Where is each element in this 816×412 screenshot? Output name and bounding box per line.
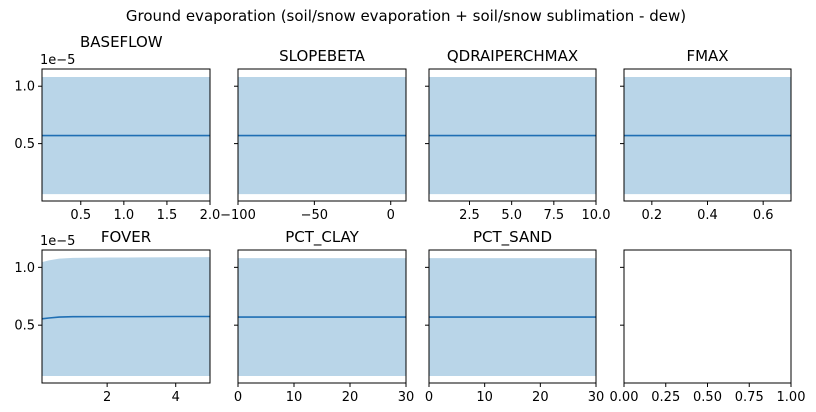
x-tick-label: 2.0 — [200, 208, 221, 223]
x-tick-label: 0 — [234, 390, 242, 405]
subplot-title: BASEFLOW — [80, 33, 163, 51]
axes-frame — [237, 249, 407, 384]
axes-frame — [428, 68, 597, 202]
axes-frame — [428, 249, 597, 384]
x-tick-label: −100 — [220, 208, 256, 223]
axes-frame — [41, 68, 211, 202]
subplot-8: 0.00 0.25 0.50 0.75 1.00 — [610, 249, 806, 405]
x-tick-label: 0.25 — [651, 390, 680, 405]
x-tick-label: 5.0 — [501, 208, 522, 223]
axes-frame — [41, 249, 211, 384]
subplot-6: 0 10 20 30 PCT_CLAY — [234, 228, 414, 405]
subplot-title: FMAX — [686, 47, 728, 65]
figure-suptitle: Ground evaporation (soil/snow evaporatio… — [125, 7, 687, 25]
subplot-1: 0.5 1.0 1.5 2.0 0.5 1.0 1e−5 BASEFLOW — [14, 33, 220, 223]
x-tick-label: 7.5 — [543, 208, 564, 223]
x-tick-label: 0.4 — [697, 208, 718, 223]
y-offset-text: 1e−5 — [40, 234, 75, 249]
axes-frame — [237, 68, 407, 202]
x-tick-label: 2 — [103, 390, 111, 405]
y-offset-text: 1e−5 — [40, 53, 75, 68]
subplot-4: 0.2 0.4 0.6 FMAX — [620, 47, 792, 223]
axes-frame — [623, 249, 792, 384]
subplot-5: 2 4 0.5 1.0 1e−5 FOVER — [14, 228, 211, 405]
y-tick-label: 1.0 — [14, 80, 35, 95]
x-tick-label: 20 — [532, 390, 549, 405]
x-tick-label: 1.5 — [157, 208, 178, 223]
x-tick-label: 0 — [425, 390, 433, 405]
subplot-title: QDRAIPERCHMAX — [447, 47, 578, 65]
x-tick-label: 4 — [172, 390, 180, 405]
x-tick-label: 0.5 — [70, 208, 91, 223]
subplot-7: 0 10 20 30 PCT_SAND — [425, 228, 604, 405]
y-tick-label: 0.5 — [14, 137, 35, 152]
x-tick-label: 10 — [476, 390, 493, 405]
y-tick-label: 1.0 — [14, 261, 35, 276]
subplot-title: PCT_SAND — [473, 228, 552, 247]
x-tick-label: 1.0 — [114, 208, 135, 223]
x-tick-label: 1.00 — [777, 390, 806, 405]
x-tick-label: 2.5 — [459, 208, 480, 223]
subplot-title: PCT_CLAY — [285, 228, 359, 247]
x-tick-label: 0.50 — [693, 390, 722, 405]
y-tick-label: 0.5 — [14, 319, 35, 334]
x-tick-label: −50 — [301, 208, 328, 223]
x-tick-label: 20 — [342, 390, 359, 405]
x-tick-label: 0.75 — [735, 390, 764, 405]
subplot-title: SLOPEBETA — [279, 47, 365, 65]
x-tick-label: 0.6 — [753, 208, 774, 223]
x-tick-label: 0.2 — [641, 208, 662, 223]
x-tick-label: 0 — [387, 208, 395, 223]
subplot-title: FOVER — [101, 228, 151, 246]
mean-line — [41, 315, 210, 320]
x-tick-label: 0.00 — [610, 390, 639, 405]
x-tick-label: 30 — [398, 390, 415, 405]
x-tick-label: 10.0 — [582, 208, 611, 223]
subplot-3: 2.5 5.0 7.5 10.0 QDRAIPERCHMAX — [425, 47, 610, 223]
subplot-2: −100 −50 0 SLOPEBETA — [220, 47, 407, 223]
x-tick-label: 30 — [588, 390, 605, 405]
x-tick-label: 10 — [286, 390, 303, 405]
